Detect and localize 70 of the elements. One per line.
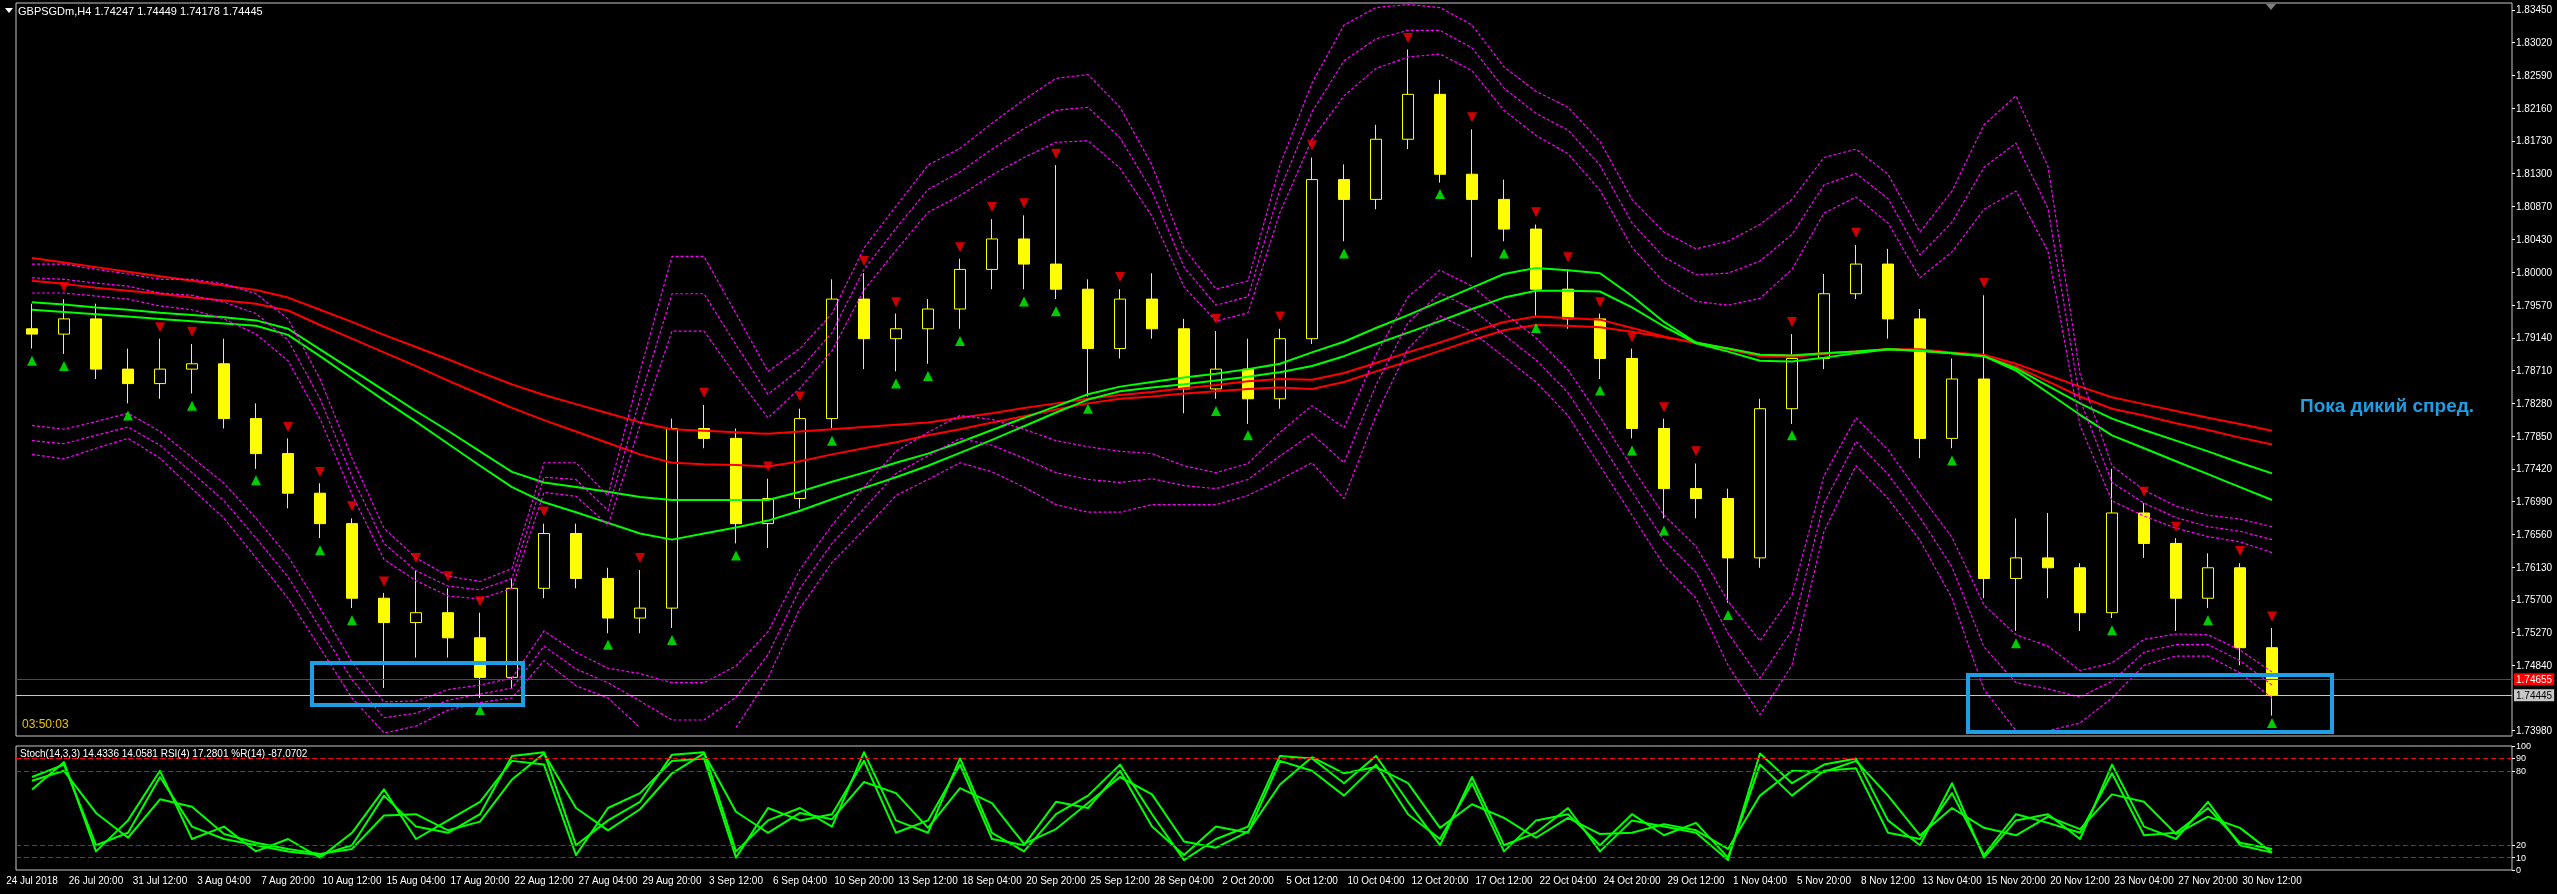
x-tick-label: 24 Jul 2018 [6, 874, 59, 886]
x-tick-label: 31 Jul 12:00 [132, 874, 188, 886]
y-tick-label: 1.81300 [2516, 168, 2553, 179]
x-tick-label: 5 Oct 12:00 [1286, 874, 1339, 886]
x-tick-label: 5 Nov 20:00 [1797, 874, 1852, 886]
x-tick-label: 10 Sep 20:00 [834, 874, 895, 886]
y-tick-label: 80 [2516, 765, 2527, 776]
y-tick-label: 1.73980 [2516, 725, 2553, 737]
x-tick-label: 27 Aug 04:00 [578, 874, 638, 886]
x-tick-label: 23 Nov 04:00 [2114, 874, 2175, 886]
y-tick-label: 1.79570 [2516, 299, 2553, 311]
x-tick-label: 22 Aug 12:00 [514, 874, 574, 886]
y-tick-label: 1.76560 [2516, 528, 2553, 540]
x-tick-label: 3 Aug 04:00 [197, 874, 252, 886]
y-tick-label: 0 [2516, 865, 2522, 875]
x-tick-label: 10 Aug 12:00 [322, 874, 382, 886]
x-tick-label: 1 Nov 04:00 [1733, 874, 1788, 886]
ref-line-label: 1.74445 [2516, 689, 2553, 701]
x-tick-label: 28 Sep 04:00 [1154, 874, 1215, 886]
y-tick-label: 1.82590 [2516, 69, 2553, 81]
y-tick-label: 1.83020 [2516, 37, 2553, 49]
x-tick-label: 29 Oct 12:00 [1667, 874, 1726, 886]
annotation: 03:50:03 [22, 717, 69, 732]
y-tick-label: 1.78710 [2516, 365, 2553, 377]
x-tick-label: 7 Aug 20:00 [261, 874, 316, 886]
x-tick-label: 24 Oct 20:00 [1603, 874, 1662, 886]
x-tick-label: 22 Oct 04:00 [1539, 874, 1598, 886]
x-tick-label: 10 Oct 04:00 [1347, 874, 1406, 886]
y-tick-label: 1.80870 [2516, 200, 2553, 212]
y-tick-label: 1.81730 [2516, 135, 2553, 147]
x-tick-label: 15 Aug 04:00 [386, 874, 446, 886]
x-tick-label: 29 Aug 20:00 [642, 874, 702, 886]
x-tick-label: 17 Oct 12:00 [1475, 874, 1534, 886]
chart-title: GBPSGDm,H4 1.74247 1.74449 1.74178 1.74445 [18, 4, 263, 17]
x-tick-label: 6 Sep 04:00 [773, 874, 828, 886]
x-tick-label: 18 Sep 04:00 [962, 874, 1023, 886]
x-tick-label: 17 Aug 20:00 [450, 874, 510, 886]
y-tick-label: 1.82160 [2516, 102, 2553, 114]
x-tick-label: 15 Nov 20:00 [1986, 874, 2047, 886]
x-tick-label: 30 Nov 12:00 [2242, 874, 2303, 886]
y-tick-label: 1.77850 [2516, 430, 2553, 442]
x-tick-label: 27 Nov 20:00 [2178, 874, 2239, 886]
y-tick-label: 1.74840 [2516, 659, 2553, 671]
annotation: Пока дикий спред. [2300, 395, 2475, 417]
x-tick-label: 13 Sep 12:00 [898, 874, 959, 886]
y-tick-label: 1.75700 [2516, 594, 2553, 606]
x-tick-label: 26 Jul 20:00 [68, 874, 124, 886]
x-tick-label: 20 Nov 12:00 [2050, 874, 2111, 886]
y-tick-label: 100 [2516, 741, 2532, 751]
y-tick-label: 10 [2516, 852, 2527, 863]
x-tick-label: 13 Nov 04:00 [1922, 874, 1983, 886]
y-tick-label: 1.75270 [2516, 626, 2553, 638]
x-tick-label: 25 Sep 12:00 [1090, 874, 1151, 886]
y-tick-label: 1.76990 [2516, 496, 2553, 508]
y-tick-label: 1.79140 [2516, 332, 2553, 344]
y-tick-label: 1.77420 [2516, 463, 2553, 475]
y-tick-label: 90 [2516, 753, 2527, 764]
chart-title: Stoch(14,3,3) 14.4336 14.0581 RSI(4) 17.2801 %R(14) -87.0702 [20, 747, 308, 759]
ref-line-label: 1.74655 [2516, 673, 2553, 685]
x-tick-label: 20 Sep 20:00 [1026, 874, 1087, 886]
y-tick-label: 1.78280 [2516, 397, 2553, 409]
y-tick-label: 1.80430 [2516, 234, 2553, 246]
y-tick-label: 20 [2516, 840, 2527, 851]
y-tick-label: 1.83450 [2516, 4, 2553, 16]
y-tick-label: 1.76130 [2516, 561, 2553, 573]
x-tick-label: 3 Sep 12:00 [709, 874, 764, 886]
x-tick-label: 2 Oct 20:00 [1222, 874, 1275, 886]
x-tick-label: 12 Oct 20:00 [1411, 874, 1470, 886]
y-tick-label: 1.80000 [2516, 266, 2553, 278]
x-tick-label: 8 Nov 12:00 [1861, 874, 1916, 886]
